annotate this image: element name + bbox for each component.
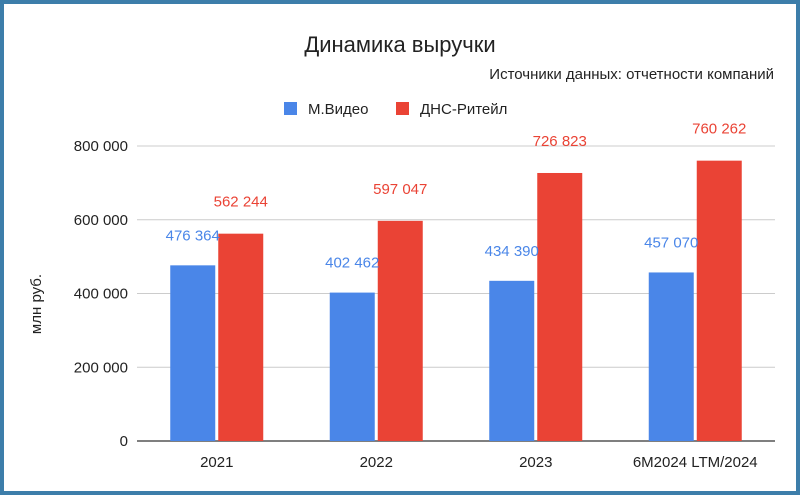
data-labels: 476 364 562 244 402 462 597 047 434 390 726 8… <box>166 121 747 272</box>
y-tick-label: 200 000 <box>74 359 128 376</box>
x-tick-label: 2022 <box>360 454 393 471</box>
bar <box>377 220 423 441</box>
data-label: 562 244 <box>214 194 268 211</box>
y-tick-label: 600 000 <box>74 212 128 229</box>
x-tick-label: 2023 <box>519 454 552 471</box>
chart-svg: Динамика выручки Источники данных: отчет… <box>28 32 775 471</box>
bars <box>170 160 742 442</box>
y-axis-label: млн руб. <box>28 274 45 334</box>
x-axis-ticks: 2021 2022 2023 6M2024 LTM/2024 <box>200 454 758 471</box>
legend-label: ДНС-Ритейл <box>420 101 507 118</box>
y-tick-label: 0 <box>120 433 128 450</box>
bar <box>489 280 535 441</box>
chart-title: Динамика выручки <box>304 32 495 57</box>
legend-swatch <box>396 102 409 115</box>
bar <box>648 272 694 441</box>
y-tick-label: 800 000 <box>74 138 128 155</box>
bar <box>218 233 264 441</box>
data-label: 726 823 <box>533 133 587 150</box>
legend-swatch <box>284 102 297 115</box>
chart-legend: М.Видео ДНС-Ритейл <box>284 101 507 118</box>
bar <box>329 292 375 441</box>
x-tick-label: 6M2024 LTM/2024 <box>633 454 758 471</box>
legend-label: М.Видео <box>308 101 368 118</box>
bar <box>537 172 583 442</box>
data-label: 476 364 <box>166 227 220 244</box>
data-label: 760 262 <box>692 121 746 138</box>
data-label: 402 462 <box>325 255 379 272</box>
chart-subtitle: Источники данных: отчетности компаний <box>489 66 774 83</box>
y-tick-label: 400 000 <box>74 286 128 303</box>
x-tick-label: 2021 <box>200 454 233 471</box>
bar <box>170 265 216 441</box>
y-axis-ticks: 0 200 000 400 000 600 000 800 000 <box>74 138 128 450</box>
data-label: 597 047 <box>373 181 427 198</box>
data-label: 457 070 <box>644 234 698 251</box>
data-label: 434 390 <box>485 243 539 260</box>
bar <box>696 160 742 441</box>
